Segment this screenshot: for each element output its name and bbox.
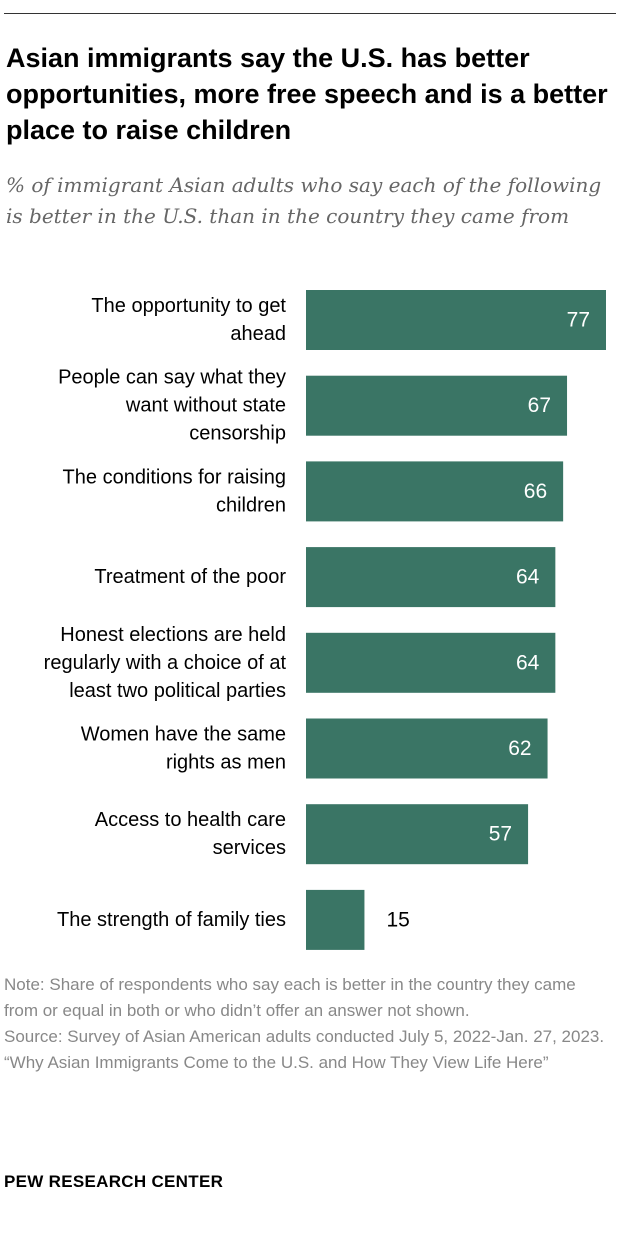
bar-0	[306, 290, 606, 350]
category-label-5: Women have the same rights as men	[81, 724, 286, 774]
value-label-6: 57	[489, 823, 512, 846]
bar-3	[306, 547, 556, 608]
notes-block: Note: Share of respondents who say each …	[4, 972, 614, 1076]
value-label-4: 64	[516, 651, 540, 674]
note-text: Note: Share of respondents who say each …	[4, 975, 576, 1020]
category-label-4: Honest elections are held regularly with …	[44, 624, 287, 702]
category-label-6: Access to health care services	[95, 809, 286, 859]
category-label-3: Treatment of the poor	[94, 566, 286, 588]
source-text: Source: Survey of Asian American adults …	[4, 1027, 605, 1046]
value-label-2: 66	[524, 480, 547, 503]
value-label-5: 62	[508, 737, 531, 760]
bar-5	[306, 718, 548, 779]
category-label-2: The conditions for raising children	[63, 466, 286, 516]
bar-1	[306, 375, 568, 436]
value-label-7: 15	[386, 908, 409, 931]
value-label-0: 77	[567, 309, 590, 332]
top-rule	[4, 13, 616, 14]
bar-7	[306, 889, 365, 950]
report-title: “Why Asian Immigrants Come to the U.S. a…	[4, 1053, 549, 1072]
bar-4	[306, 632, 556, 693]
bar-chart: 77 The opportunity to get ahead 67 People ca…	[44, 290, 606, 950]
bar-2	[306, 461, 564, 522]
category-label-0: The opportunity to get ahead	[91, 295, 286, 345]
chart-title: Asian immigrants say the U.S. has better…	[6, 43, 608, 145]
value-label-1: 67	[528, 394, 551, 417]
brand-logo-text: PEW RESEARCH CENTER	[4, 1172, 224, 1191]
category-label-7: The strength of family ties	[57, 909, 286, 931]
category-label-1: People can say what they want without sta…	[58, 367, 286, 445]
value-label-3: 64	[516, 566, 540, 589]
bar-6	[306, 804, 529, 865]
chart-subtitle: % of immigrant Asian adults who say each…	[6, 173, 602, 228]
